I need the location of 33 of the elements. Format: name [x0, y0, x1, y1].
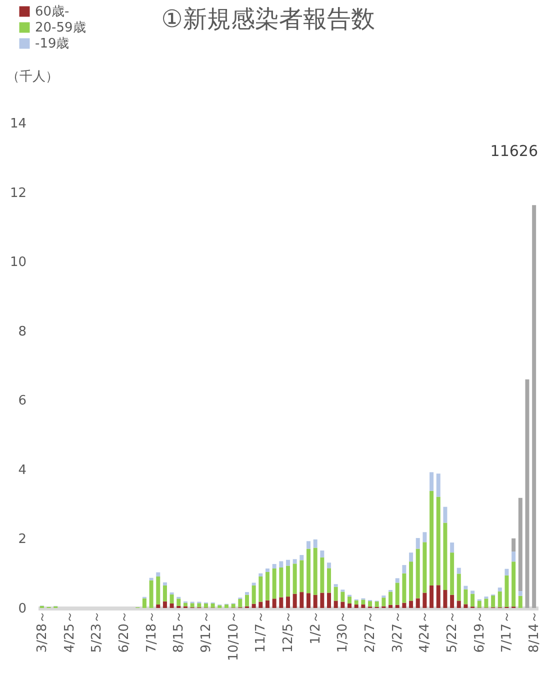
- legend-label: 20-59歳: [35, 20, 86, 36]
- x-tick-label: 4/24～: [418, 610, 433, 653]
- x-tick-label: 2/27～: [363, 610, 378, 653]
- x-tick-label: 8/15～: [172, 610, 187, 653]
- x-tick-label: 1/2～: [308, 610, 324, 644]
- x-tick-label: 6/20～: [116, 610, 132, 653]
- y-tick-label: 6: [18, 394, 26, 409]
- y-tick-label: 4: [18, 462, 26, 478]
- x-tick-label: 3/28～: [34, 610, 50, 653]
- y-tick-label: 2: [18, 532, 26, 548]
- x-tick-label: 10/10～: [226, 610, 242, 661]
- x-tick-label: 9/12～: [198, 610, 214, 653]
- y-tick-label: 10: [10, 255, 26, 270]
- y-tick-label: 14: [10, 116, 26, 132]
- chart-title: ①新規感染者報告数: [161, 5, 375, 33]
- y-axis-title: （千人）: [6, 70, 58, 84]
- legend-label: 60歳-: [35, 4, 70, 20]
- legend-label: -19歳: [35, 36, 70, 52]
- x-tick-label: 5/23～: [90, 610, 105, 653]
- y-tick-label: 12: [10, 186, 26, 201]
- annotation: 11626: [490, 142, 538, 160]
- y-tick-label: 8: [18, 324, 26, 340]
- x-tick-label: 1/30～: [336, 610, 351, 653]
- x-tick-label: 5/22～: [445, 610, 460, 653]
- x-tick-label: 8/14～: [527, 610, 542, 653]
- x-tick-label: 11/7～: [254, 610, 269, 653]
- x-tick-label: 4/25～: [62, 610, 78, 653]
- x-tick-label: 7/18～: [144, 610, 160, 653]
- y-tick-label: 0: [18, 602, 26, 616]
- x-tick-label: 6/19～: [472, 610, 488, 653]
- x-tick-label: 3/27～: [390, 610, 406, 653]
- x-tick-label: 7/17～: [500, 610, 515, 653]
- x-tick-label: 12/5～: [281, 610, 296, 653]
